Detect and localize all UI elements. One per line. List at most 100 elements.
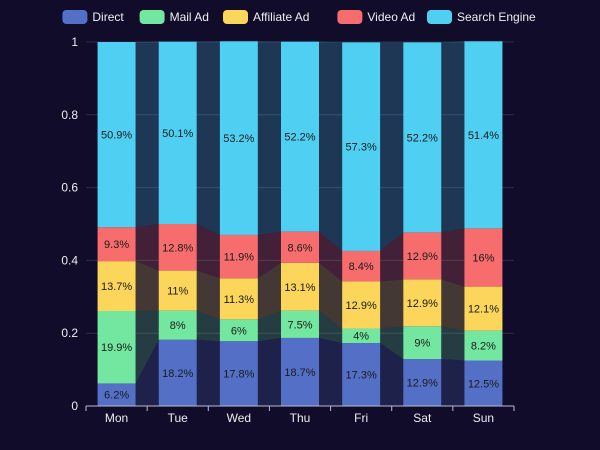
bar-segment	[219, 319, 258, 342]
data-label: 11.9%	[224, 252, 255, 264]
data-label: 57.3%	[346, 142, 377, 154]
data-label: 51.4%	[468, 130, 499, 142]
flow-band	[135, 41, 159, 228]
bar-segment	[158, 224, 197, 271]
bar-segment	[464, 286, 503, 331]
flow-band	[441, 326, 465, 361]
data-label: 8.2%	[471, 341, 496, 353]
bar-segment	[464, 360, 503, 406]
legend-swatch	[139, 10, 165, 24]
bar-segment	[281, 262, 319, 311]
legend-item[interactable]: Direct	[62, 10, 124, 24]
legend-label: Search Engine	[457, 10, 536, 24]
bar-segment	[403, 42, 442, 233]
data-label: 6.2%	[104, 390, 129, 402]
data-label: 4%	[353, 331, 369, 343]
bar-segment	[464, 228, 503, 287]
y-tick-label: 0.6	[61, 181, 78, 195]
data-label: 8.4%	[349, 261, 374, 273]
data-label: 11%	[167, 286, 188, 298]
bar-segment	[342, 343, 381, 406]
legend-label: Direct	[92, 10, 124, 24]
data-label: 52.2%	[284, 132, 315, 144]
data-label: 8%	[170, 320, 186, 332]
flow-band	[257, 337, 281, 406]
y-tick-label: 0.8	[61, 108, 78, 122]
flow-band	[257, 310, 281, 342]
bars	[97, 41, 503, 406]
data-label: 12.8%	[162, 242, 193, 254]
legend-swatch	[337, 10, 363, 24]
data-label: 11.3%	[224, 294, 255, 306]
data-label: 19.9%	[101, 342, 132, 354]
bar-segment	[97, 261, 136, 311]
flow-band	[441, 228, 465, 287]
legend-label: Affiliate Ad	[253, 10, 309, 24]
flow-band	[380, 42, 404, 251]
data-labels: 6.2% 19.9% 13.7% 9.3% 50.9% 18.2% 8% 11% 12.8% 50…	[101, 128, 499, 402]
flow-band	[380, 279, 404, 329]
flow-band	[380, 232, 404, 282]
data-label: 18.2%	[162, 368, 193, 380]
legend-item[interactable]: Video Ad	[337, 10, 415, 24]
bar-segment	[342, 328, 381, 344]
flow-band	[380, 326, 404, 360]
bar-segment	[403, 279, 442, 327]
data-label: 17.3%	[346, 370, 377, 382]
flow-band	[257, 262, 281, 320]
flow-bands	[135, 41, 465, 406]
legend-item[interactable]: Mail Ad	[139, 10, 209, 24]
bar-segment	[342, 281, 381, 329]
data-label: 50.9%	[101, 130, 132, 142]
bar-segment	[219, 41, 258, 235]
bar-segment	[403, 232, 442, 280]
x-tick-label: Sat	[413, 411, 432, 425]
legend-item[interactable]: Search Engine	[427, 10, 536, 24]
data-label: 13.7%	[101, 281, 132, 293]
bar-segment	[219, 341, 258, 406]
flow-band	[196, 310, 220, 342]
data-label: 52.2%	[407, 132, 438, 144]
legend-label: Video Ad	[367, 10, 415, 24]
data-label: 18.7%	[284, 367, 315, 379]
legend-swatch	[223, 10, 248, 24]
data-label: 12.5%	[468, 378, 499, 390]
data-label: 16%	[472, 252, 494, 264]
data-label: 6%	[231, 325, 247, 337]
axes: 0 0.2 0.4 0.6 0.8 1 Mon Tue Wed Thu Fri Sat Sun	[61, 35, 515, 425]
data-label: 50.1%	[162, 128, 193, 140]
flow-band	[135, 310, 159, 384]
data-label: 17.8%	[223, 369, 254, 381]
data-label: 12.9%	[407, 298, 438, 310]
flow-band	[135, 224, 159, 271]
flow-band	[196, 339, 220, 406]
legend-item[interactable]: Affiliate Ad	[223, 10, 309, 24]
x-tick-label: Tue	[168, 411, 189, 425]
data-label: 12.9%	[407, 378, 438, 390]
bar-segment	[158, 270, 197, 311]
bar-segment	[158, 339, 197, 406]
bar-segment	[219, 278, 258, 320]
flow-band	[380, 343, 404, 406]
flow-band	[196, 224, 220, 279]
data-label: 8.6%	[287, 242, 312, 254]
data-label: 12.9%	[346, 300, 377, 312]
flow-band	[319, 262, 343, 329]
bar-segment	[403, 359, 442, 406]
legend[interactable]: Direct Mail Ad Affiliate Ad Video Ad Search …	[62, 10, 536, 24]
flow-band	[319, 337, 343, 406]
y-tick-label: 0.2	[61, 326, 78, 340]
data-label: 12.9%	[407, 251, 438, 263]
y-tick-label: 1	[71, 35, 78, 49]
bar-segment	[219, 234, 258, 279]
legend-swatch	[62, 10, 88, 24]
bar-segment	[403, 326, 442, 360]
bar-segment	[281, 41, 319, 232]
bar-segment	[342, 42, 381, 251]
flow-band	[319, 231, 343, 282]
bar-segment	[97, 227, 136, 262]
data-label: 9.3%	[104, 239, 129, 251]
bar-segment	[97, 310, 136, 384]
